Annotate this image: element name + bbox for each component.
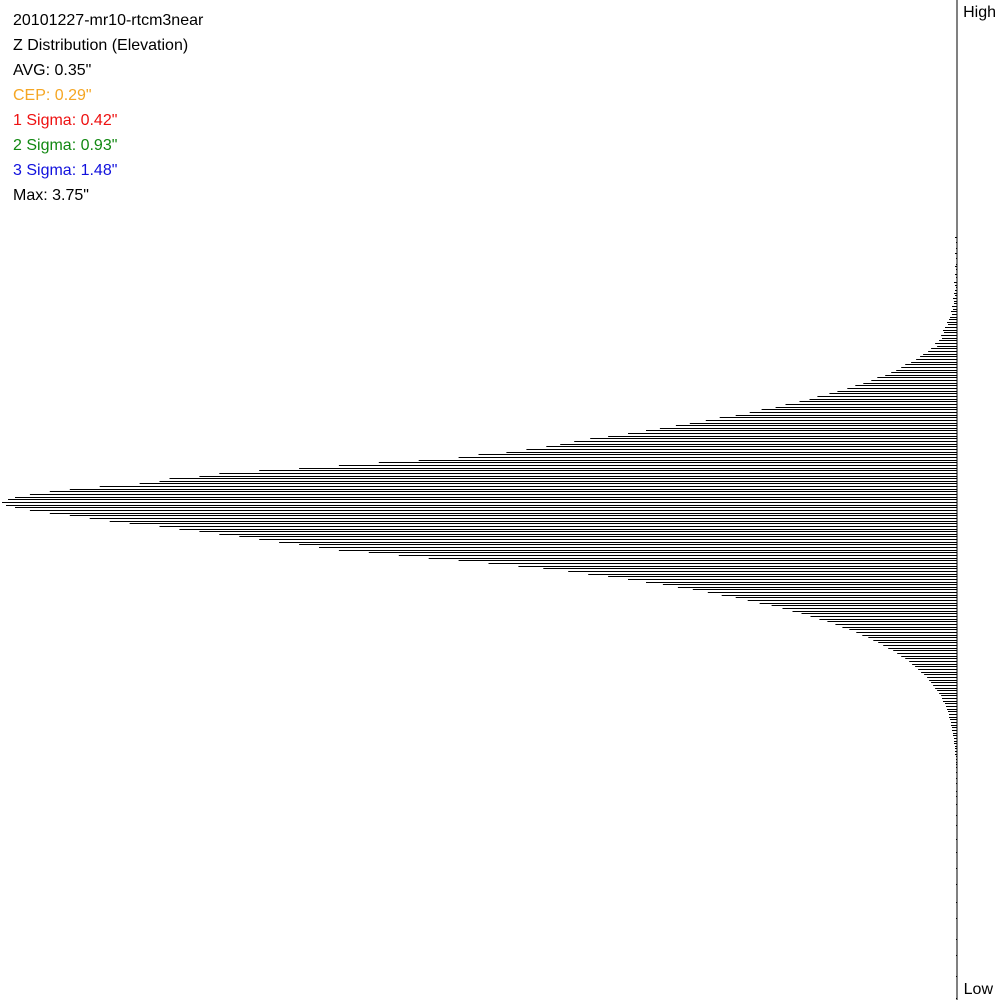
chart-subtitle: Z Distribution (Elevation) (13, 37, 189, 54)
axis-high-label: High (963, 4, 996, 21)
chart-title: 20101227-mr10-rtcm3near (13, 12, 204, 29)
stats-panel: 20101227-mr10-rtcm3near Z Distribution (… (13, 8, 203, 208)
stat-cep: CEP: 0.29" (13, 87, 92, 104)
stat-max: Max: 3.75" (13, 187, 89, 204)
histogram-bars (2, 237, 957, 999)
stat-3-sigma: 3 Sigma: 1.48" (13, 162, 118, 179)
stat-2-sigma: 2 Sigma: 0.93" (13, 137, 118, 154)
axis-low-label: Low (963, 981, 993, 998)
stat-avg: AVG: 0.35" (13, 62, 92, 79)
stat-1-sigma: 1 Sigma: 0.42" (13, 112, 118, 129)
